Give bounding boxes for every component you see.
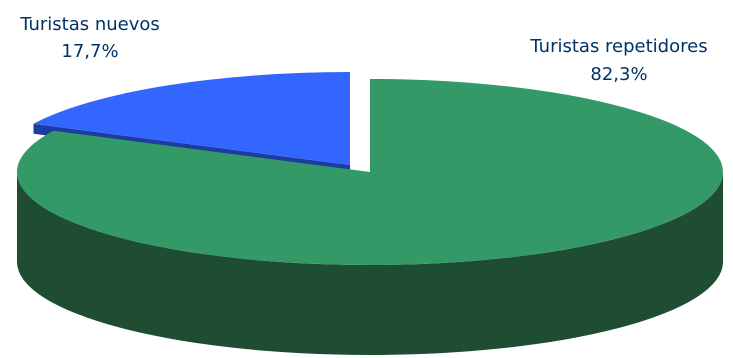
slice-repetidores	[16, 79, 723, 266]
slice-nuevos	[33, 72, 350, 165]
pie-body	[16, 72, 723, 355]
label-repetidores-name: Turistas repetidores	[529, 36, 707, 57]
label-nuevos-value: 17,7%	[61, 41, 118, 62]
slice-repetidores-side	[17, 172, 723, 355]
label-repetidores: Turistas repetidores 82,3%	[529, 36, 707, 85]
label-nuevos-name: Turistas nuevos	[19, 14, 160, 35]
label-repetidores-value: 82,3%	[590, 64, 647, 85]
label-nuevos: Turistas nuevos 17,7%	[19, 14, 160, 62]
